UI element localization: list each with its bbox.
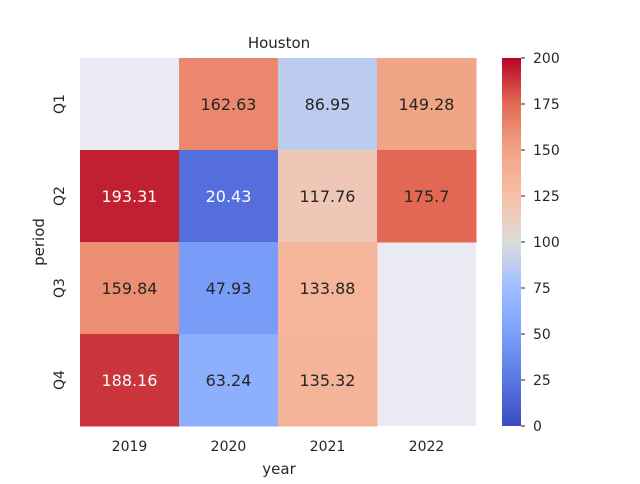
colorbar-tick-label-75: 75: [533, 281, 551, 297]
cell-value-label-Q2-2020: 20.43: [206, 187, 252, 206]
cell-value-label-Q4-2019: 188.16: [102, 371, 158, 390]
colorbar-tick-label-100: 100: [533, 235, 560, 251]
heatmap-cell-Q4-2021: [278, 334, 378, 427]
heatmap-cell-Q2-2022: [377, 150, 477, 243]
cell-value-label-Q4-2020: 63.24: [206, 371, 252, 390]
heatmap-cell-Q2-2021: [278, 150, 378, 243]
x-tick-label-2021: 2021: [310, 439, 346, 455]
y-tick-label-Q4: Q4: [52, 370, 68, 390]
heatmap-cell-Q3-2021: [278, 242, 378, 335]
heatmap-cell-Q3-2019: [80, 242, 180, 335]
cell-value-label-Q3-2021: 133.88: [300, 279, 356, 298]
colorbar-tick-label-0: 0: [533, 419, 542, 435]
cell-value-label-Q2-2021: 117.76: [300, 187, 356, 206]
heatmap-cell-Q1-2020: [179, 58, 279, 151]
heatmap-cell-Q2-2019: [80, 150, 180, 243]
cell-value-label-Q2-2019: 193.31: [102, 187, 158, 206]
cell-value-label-Q1-2021: 86.95: [305, 95, 351, 114]
colorbar-tick-label-150: 150: [533, 143, 560, 159]
colorbar-tick-label-25: 25: [533, 373, 551, 389]
heatmap-cell-Q4-2020: [179, 334, 279, 427]
x-tick-label-2020: 2020: [211, 439, 247, 455]
heatmap-plot-area: 162.63 86.95 149.28 193.31 20.43 117.76 175.7 1…: [80, 58, 477, 427]
y-axis-label: period: [30, 218, 48, 266]
x-axis-ticks: 2019 2020 2021 2022: [112, 439, 445, 455]
colorbar-tick-label-200: 200: [533, 51, 560, 67]
y-tick-label-Q3: Q3: [52, 278, 68, 298]
colorbar-tick-label-125: 125: [533, 189, 560, 205]
colorbar-tick-label-175: 175: [533, 97, 560, 113]
y-tick-label-Q2: Q2: [52, 186, 68, 206]
heatmap-cell-Q2-2020: [179, 150, 279, 243]
colorbar: [502, 58, 521, 426]
chart-title: Houston: [248, 34, 310, 52]
y-tick-label-Q1: Q1: [52, 94, 68, 114]
colorbar-ticks: 0 25 50 75 100 125 150 175 200: [521, 51, 560, 435]
heatmap-cell-Q4-2019: [80, 334, 180, 427]
x-axis-label: year: [262, 460, 296, 478]
colorbar-tick-label-50: 50: [533, 327, 551, 343]
x-tick-label-2022: 2022: [409, 439, 445, 455]
heatmap-cell-Q1-2022: [377, 58, 477, 151]
cell-value-label-Q1-2020: 162.63: [201, 95, 257, 114]
y-axis-ticks: Q1 Q2 Q3 Q4: [52, 94, 68, 390]
x-tick-label-2019: 2019: [112, 439, 148, 455]
cell-value-label-Q3-2019: 159.84: [102, 279, 158, 298]
heatmap-cell-Q3-2020: [179, 242, 279, 335]
cell-value-label-Q1-2022: 149.28: [399, 95, 455, 114]
cell-value-label-Q2-2022: 175.7: [404, 187, 450, 206]
cell-value-label-Q3-2020: 47.93: [206, 279, 252, 298]
cell-value-label-Q4-2021: 135.32: [300, 371, 356, 390]
heatmap-cell-Q1-2021: [278, 58, 378, 151]
